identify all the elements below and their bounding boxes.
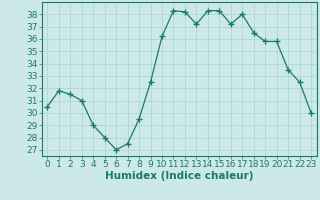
X-axis label: Humidex (Indice chaleur): Humidex (Indice chaleur) bbox=[105, 171, 253, 181]
